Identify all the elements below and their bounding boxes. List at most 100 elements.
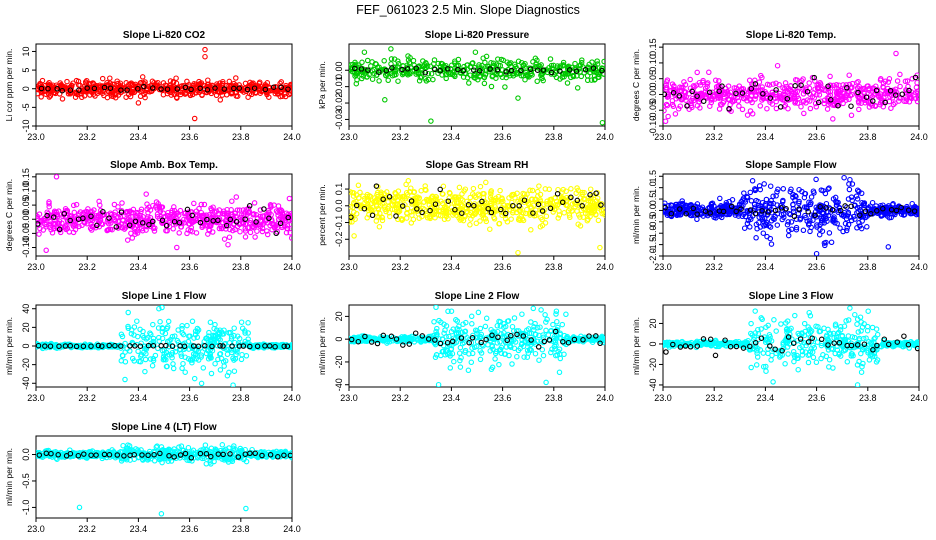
chart-line2-ytick-label: -20: [334, 355, 344, 368]
chart-rh-point: [580, 214, 587, 220]
chart-line2-point: [441, 330, 447, 336]
chart-temp-point: [717, 94, 724, 101]
chart-pressure-point: [431, 60, 437, 67]
chart-pressure-point: [564, 80, 571, 86]
chart-ambtemp-point: [253, 219, 259, 225]
chart-temp-point: [903, 87, 909, 93]
chart-rh-point: [360, 193, 366, 199]
chart-co2-point: [64, 78, 70, 85]
chart-rh-xtick-label: 23.6: [494, 262, 512, 272]
chart-line1-point: [120, 353, 126, 359]
chart-ambtemp-ytick-label: -0.05: [21, 223, 31, 244]
chart-co2-ytick-label: -10: [21, 119, 31, 132]
chart-temp-point: [788, 88, 795, 95]
chart-co2-point: [101, 84, 108, 91]
chart-sampleflow-point: [774, 202, 780, 208]
chart-line1-point: [220, 343, 226, 349]
chart-pressure-point: [437, 67, 443, 74]
chart-temp-point: [694, 69, 700, 76]
chart-ambtemp-point: [209, 211, 215, 218]
chart-rh-point: [542, 220, 549, 226]
chart-sampleflow-point: [736, 201, 743, 207]
chart-pressure-point: [388, 46, 394, 52]
chart-rh-point: [587, 186, 594, 192]
chart-rh-point: [351, 190, 357, 196]
chart-ambtemp-point: [100, 208, 106, 215]
chart-ambtemp-point: [156, 204, 162, 210]
chart-ambtemp-point: [129, 235, 136, 241]
chart-temp-panel: Slope Li-820 Temp.degrees C per min.23.0…: [631, 30, 928, 142]
chart-sampleflow-point: [864, 224, 870, 230]
chart-rh-point: [539, 216, 545, 223]
chart-co2-point: [174, 95, 180, 101]
chart-temp-ytick-label: -0.05: [648, 100, 658, 121]
chart-line2-point: [559, 321, 566, 328]
chart-pressure-point: [534, 64, 540, 71]
chart-line1-point: [36, 342, 42, 349]
chart-sampleflow-point: [748, 198, 755, 204]
chart-temp-point: [670, 90, 677, 96]
chart-pressure-point: [592, 76, 598, 83]
chart-sampleflow-point: [790, 194, 796, 201]
chart-rh-point: [536, 183, 542, 189]
chart-pressure-point: [540, 67, 547, 73]
chart-line1-point: [216, 331, 223, 337]
chart-sampleflow-point: [859, 218, 865, 224]
chart-temp-point: [903, 90, 909, 96]
chart-sampleflow-point: [828, 239, 835, 246]
chart-line1-point: [155, 325, 162, 331]
chart-co2-point: [67, 91, 74, 97]
chart-co2-point: [59, 87, 65, 94]
chart-rh-point: [510, 210, 516, 216]
chart-ambtemp-point: [63, 226, 69, 233]
chart-ambtemp-point: [97, 202, 103, 208]
chart-pressure-xtick-label: 23.6: [494, 132, 512, 142]
chart-line1-point: [218, 355, 225, 362]
chart-line1-point: [137, 326, 143, 333]
chart-line1-point: [238, 319, 245, 325]
chart-temp-point: [827, 100, 833, 106]
chart-co2-point: [50, 82, 56, 88]
chart-temp-point: [759, 74, 765, 81]
chart-rh-point: [567, 195, 573, 201]
chart-pressure-point: [487, 66, 493, 72]
chart-pressure-point: [439, 72, 445, 78]
chart-co2-point: [104, 94, 111, 101]
chart-rh-point: [593, 211, 599, 218]
chart-pressure-point: [416, 78, 423, 84]
chart-sampleflow-point: [846, 186, 853, 193]
chart-pressure-point: [464, 74, 471, 81]
chart-ambtemp-point: [288, 235, 292, 241]
chart-sampleflow-point: [801, 204, 808, 210]
chart-line2-point: [483, 315, 490, 322]
chart-sampleflow-outlier-point: [885, 244, 892, 250]
chart-ambtemp-point: [227, 226, 233, 233]
chart-rh-series-rh: [349, 178, 605, 256]
chart-rh-point: [408, 209, 414, 215]
chart-line2-point: [457, 344, 464, 351]
chart-pressure-point: [534, 57, 540, 64]
chart-ambtemp-title: Slope Amb. Box Temp.: [110, 160, 218, 171]
chart-temp-point: [837, 96, 844, 103]
chart-sampleflow-point: [834, 200, 840, 206]
chart-co2-point: [75, 82, 82, 88]
chart-ambtemp-point: [71, 221, 78, 227]
chart-sampleflow-point: [702, 208, 709, 214]
chart-line2-frame: [348, 304, 606, 388]
chart-ambtemp-point: [171, 207, 178, 214]
chart-rh-point: [529, 187, 536, 194]
chart-temp-point: [756, 88, 762, 94]
chart-sampleflow-outlier-point: [813, 250, 820, 256]
chart-rh-point: [533, 207, 539, 213]
chart-co2-point: [91, 85, 98, 92]
chart-temp-point: [872, 102, 878, 109]
chart-rh-point: [368, 201, 374, 207]
chart-line1-point: [193, 356, 199, 362]
chart-ambtemp-point: [193, 216, 199, 222]
chart-ambtemp-ytick-label: 0.10: [21, 182, 31, 200]
chart-sampleflow-point: [857, 212, 863, 218]
chart-pressure-point: [523, 71, 530, 78]
chart-pressure-point: [419, 66, 426, 73]
chart-line1-point: [167, 336, 174, 343]
